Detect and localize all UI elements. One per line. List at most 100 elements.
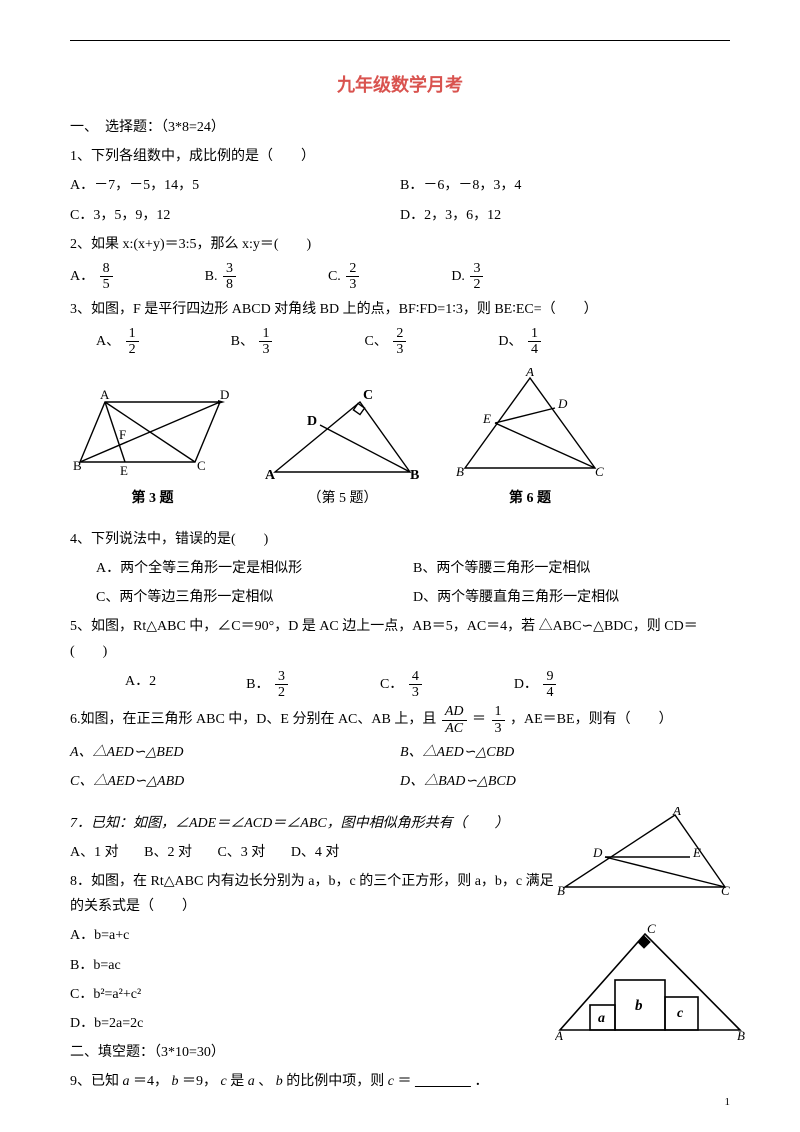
- figure-6-label: 第 6 题: [450, 487, 610, 507]
- q4-options-row2: C、两个等边三角形一定相似 D、两个等腰直角三角形一定相似: [96, 585, 730, 610]
- svg-text:A: A: [265, 468, 276, 483]
- q4-option-d: D、两个等腰直角三角形一定相似: [413, 585, 730, 610]
- q1-option-a: A．－7，－5，14，5: [70, 173, 400, 198]
- q3-d-frac: 14: [528, 326, 541, 358]
- q6-stem-a: 6.如图，在正三角形 ABC 中，D、E 分别在 AC、AB 上，且: [70, 713, 436, 728]
- q6-stem-b: ，AE＝BE，则有（ ）: [510, 713, 673, 728]
- svg-text:E: E: [482, 411, 491, 426]
- q2-option-b: B. 38: [205, 261, 238, 293]
- figure-5-label: （第 5 题）: [255, 487, 430, 507]
- q2-c-label: C.: [328, 269, 341, 284]
- q9-eq1: ＝4，: [133, 1074, 168, 1089]
- q9-var-c: c: [221, 1074, 227, 1089]
- svg-text:B: B: [737, 1028, 745, 1042]
- q6-frac1: ADAC: [442, 704, 467, 736]
- q3-b-frac: 13: [259, 326, 272, 358]
- q9-blank: [415, 1074, 471, 1089]
- svg-text:A: A: [525, 368, 534, 379]
- svg-text:a: a: [598, 1011, 605, 1026]
- q5-option-c: C． 43: [380, 669, 424, 701]
- figure-3-svg: A D B C E F: [70, 387, 235, 483]
- q8-option-c: C．b²=a²+c²: [70, 982, 555, 1007]
- q8-option-b: B．b=ac: [70, 953, 555, 978]
- q4-option-c: C、两个等边三角形一定相似: [96, 585, 413, 610]
- q2-d-label: D.: [451, 269, 465, 284]
- q5-options: A．2 B． 32 C． 43 D． 94: [125, 669, 730, 701]
- svg-text:A: A: [672, 807, 681, 818]
- q2-d-frac: 32: [470, 261, 483, 293]
- q1-option-b: B．－6，－8，3，4: [400, 173, 730, 198]
- q5-d-frac: 94: [543, 669, 556, 701]
- q1-option-c: C．3，5，9，12: [70, 203, 400, 228]
- q2-b-label: B.: [205, 269, 218, 284]
- q3-option-d: D、 14: [498, 326, 543, 358]
- svg-text:D: D: [220, 387, 229, 402]
- q5-stem: 5、如图，Rt△ABC 中，∠C＝90°，D 是 AC 边上一点，AB＝5，AC…: [70, 614, 730, 664]
- q7-stem: 7．已知：如图，∠ADE＝∠ACD＝∠ABC，图中相似角形共有（ ）: [70, 811, 555, 836]
- svg-text:C: C: [363, 388, 373, 403]
- q3-c-label: C、: [364, 334, 387, 349]
- q6-eq: ＝: [472, 713, 486, 728]
- q9-var-b2: b: [276, 1074, 283, 1089]
- q6-options-row1: A、△AED∽△BED B、△AED∽△CBD: [70, 740, 730, 765]
- section-1-heading: 一、 选择题：（3*8=24）: [70, 115, 730, 140]
- side-figures: A D E B C C A B a b c: [555, 807, 730, 1099]
- svg-text:C: C: [721, 883, 730, 898]
- q5-c-label: C．: [380, 677, 403, 692]
- q1-options-row1: A．－7，－5，14，5 B．－6，－8，3，4: [70, 173, 730, 198]
- q9-eq3: ＝: [397, 1074, 411, 1089]
- q4-option-b: B、两个等腰三角形一定相似: [413, 556, 730, 581]
- q7-option-a: A、1 对: [70, 845, 119, 860]
- q1-options-row2: C．3，5，9，12 D．2，3，6，12: [70, 203, 730, 228]
- figure-5: C D A B （第 5 题）: [255, 387, 430, 507]
- page-number: 1: [725, 1096, 731, 1108]
- q3-a-label: A、: [96, 334, 120, 349]
- q9-a: 9、已知: [70, 1074, 119, 1089]
- svg-text:E: E: [692, 845, 701, 860]
- section-2-heading: 二、填空题：（3*10=30）: [70, 1040, 555, 1065]
- svg-text:B: B: [410, 468, 419, 483]
- q6-options-row2: C、△AED∽△ABD D、△BAD∽△BCD: [70, 769, 730, 794]
- q7-options: A、1 对 B、2 对 C、3 对 D、4 对: [70, 840, 555, 865]
- q3-d-label: D、: [498, 334, 522, 349]
- q7-q8-wrap: 7．已知：如图，∠ADE＝∠ACD＝∠ABC，图中相似角形共有（ ） A、1 对…: [70, 807, 730, 1099]
- q6-option-a: A、△AED∽△BED: [70, 740, 400, 765]
- q7-option-b: B、2 对: [144, 845, 192, 860]
- q5-c-frac: 43: [409, 669, 422, 701]
- svg-text:C: C: [647, 922, 656, 936]
- q3-option-a: A、 12: [96, 326, 141, 358]
- q6-stem: 6.如图，在正三角形 ABC 中，D、E 分别在 AC、AB 上，且 ADAC …: [70, 704, 730, 736]
- q5-b-frac: 32: [275, 669, 288, 701]
- q7-q8-text: 7．已知：如图，∠ADE＝∠ACD＝∠ABC，图中相似角形共有（ ） A、1 对…: [70, 807, 555, 1099]
- q5-b-label: B．: [246, 677, 269, 692]
- svg-text:D: D: [307, 414, 317, 429]
- svg-text:A: A: [555, 1028, 563, 1042]
- q9-comma: 、: [258, 1074, 272, 1089]
- svg-text:D: D: [592, 845, 603, 860]
- q2-stem: 2、如果 x:(x+y)＝3:5，那么 x:y＝( ): [70, 232, 730, 257]
- q8-option-d: D．b=2a=2c: [70, 1011, 555, 1036]
- q9-mid: 是: [230, 1074, 244, 1089]
- q9-stem: 9、已知 a ＝4， b ＝9， c 是 a 、 b 的比例中项，则 c ＝ ．: [70, 1069, 555, 1094]
- q9-var-a2: a: [248, 1074, 255, 1089]
- q6-frac2: 13: [492, 704, 505, 736]
- q8-option-a: A．b=a+c: [70, 923, 555, 948]
- q3-b-label: B、: [231, 334, 254, 349]
- svg-text:E: E: [120, 463, 128, 478]
- q2-a-label: A．: [70, 269, 94, 284]
- svg-text:c: c: [677, 1006, 684, 1021]
- q4-options-row1: A．两个全等三角形一定是相似形 B、两个等腰三角形一定相似: [96, 556, 730, 581]
- figure-7-svg: A D E B C: [555, 807, 730, 902]
- q2-options: A． 85 B. 38 C. 23 D. 32: [70, 261, 730, 293]
- figures-row: A D B C E F 第 3 题 C D A B: [70, 368, 730, 507]
- q9-var-a: a: [123, 1074, 130, 1089]
- q7-option-d: D、4 对: [291, 845, 340, 860]
- q3-c-frac: 23: [393, 326, 406, 358]
- q8-stem: 8．如图，在 Rt△ABC 内有边长分别为 a，b，c 的三个正方形，则 a，b…: [70, 869, 555, 919]
- q2-b-frac: 38: [223, 261, 236, 293]
- svg-text:B: B: [557, 883, 565, 898]
- exam-page: 九年级数学月考 一、 选择题：（3*8=24） 1、下列各组数中，成比例的是（ …: [0, 0, 800, 1118]
- q5-option-b: B． 32: [246, 669, 290, 701]
- figure-3: A D B C E F 第 3 题: [70, 387, 235, 507]
- q6-option-c: C、△AED∽△ABD: [70, 769, 400, 794]
